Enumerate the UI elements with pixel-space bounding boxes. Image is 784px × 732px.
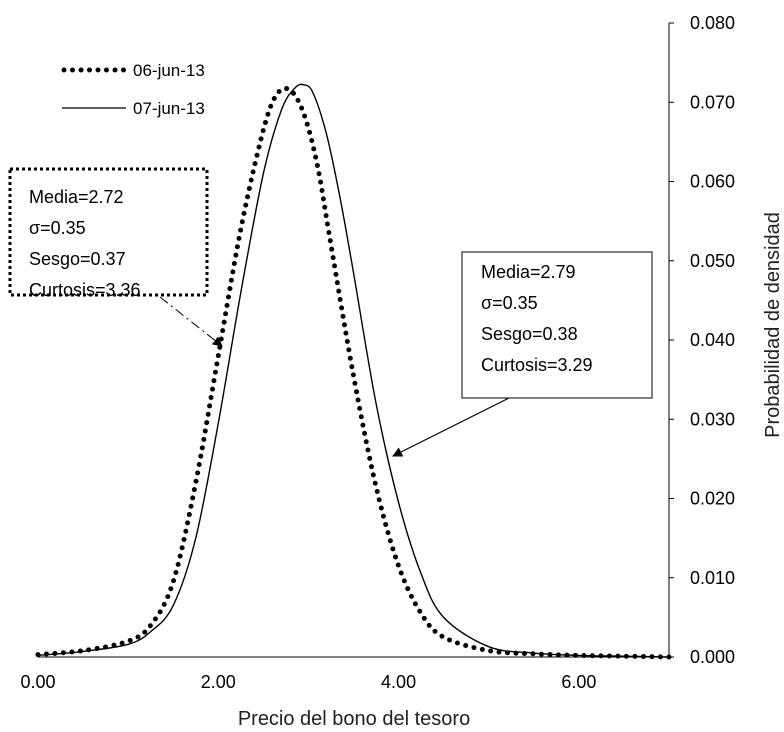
annotation-arrow-2 [392, 397, 510, 457]
annotation-box-1-line-1: Media=2.72 [29, 187, 124, 207]
annotation-box-2-frame [461, 251, 653, 399]
annotation-box-2-line-4: Curtosis=3.29 [481, 355, 593, 375]
annotation-box-2: Media=2.79 σ=0.35 Sesgo=0.38 Curtosis=3.… [392, 251, 653, 457]
y-axis-title: Probabilidad de densidad [762, 212, 784, 438]
annotation-arrow-1 [159, 296, 223, 347]
x-tick-label: 0.00 [20, 672, 55, 692]
y-tick-label: 0.080 [690, 13, 735, 33]
x-tick-label: 6.00 [561, 672, 596, 692]
y-tick-label: 0.070 [690, 92, 735, 112]
series-line-2 [37, 83, 670, 658]
annotation-box-2-line-2: σ=0.35 [481, 293, 538, 313]
legend: 06-jun-13 07-jun-13 [61, 61, 205, 118]
x-axis-title: Precio del bono del tesoro [238, 708, 470, 730]
y-tick-label: 0.000 [690, 647, 735, 667]
legend-label-series-2: 07-jun-13 [133, 99, 205, 118]
annotation-box-1: Media=2.72 σ=0.35 Sesgo=0.37 Curtosis=3.… [8, 167, 223, 347]
annotation-box-1-line-4: Curtosis=3.36 [29, 280, 141, 300]
x-axis-ticks: 0.00 2.00 4.00 6.00 [20, 672, 596, 692]
annotation-box-1-line-3: Sesgo=0.37 [29, 249, 126, 269]
legend-label-series-1: 06-jun-13 [133, 61, 205, 80]
series-line-1 [35, 85, 672, 660]
y-axis-ticks: 0.000 0.010 0.020 0.030 0.040 0.050 0.060 0.070… [669, 13, 735, 667]
y-tick-label: 0.060 [690, 172, 735, 192]
annotation-box-2-line-1: Media=2.79 [481, 262, 576, 282]
y-tick-label: 0.020 [690, 489, 735, 509]
y-tick-label: 0.010 [690, 568, 735, 588]
x-tick-label: 2.00 [201, 672, 236, 692]
x-tick-label: 4.00 [381, 672, 416, 692]
annotation-box-2-line-3: Sesgo=0.38 [481, 324, 578, 344]
y-tick-label: 0.040 [690, 330, 735, 350]
series-layer [35, 83, 672, 660]
annotation-box-1-frame [8, 167, 209, 297]
y-tick-label: 0.050 [690, 251, 735, 271]
y-tick-label: 0.030 [690, 409, 735, 429]
annotation-box-1-line-2: σ=0.35 [29, 218, 86, 238]
